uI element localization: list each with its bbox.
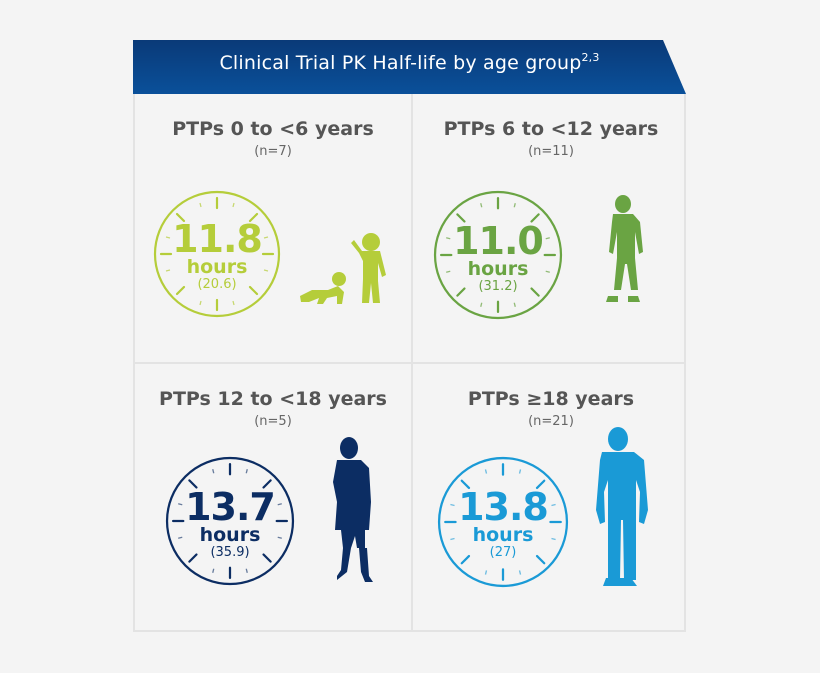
clock-face-icon	[433, 190, 563, 320]
age-group-grid: PTPs 0 to <6 years (n=7) 11.8	[133, 94, 686, 632]
banner-shape	[133, 40, 686, 94]
toddler-and-baby-icon	[300, 233, 386, 304]
page-title: Clinical Trial PK Half-life by age group…	[133, 52, 686, 74]
half-life-value: 11.0	[453, 219, 544, 263]
divider-horizontal	[135, 362, 684, 364]
half-life-value: 13.7	[185, 485, 276, 529]
child-icon	[606, 195, 643, 302]
adult-icon	[596, 427, 648, 586]
group-title: PTPs 6 to <12 years	[443, 118, 659, 140]
group-n: (n=11)	[528, 144, 574, 159]
title-text: Clinical Trial PK Half-life by age group	[219, 52, 582, 74]
half-life-cv: (20.6)	[197, 277, 237, 292]
title-banner: Clinical Trial PK Half-life by age group…	[133, 40, 686, 94]
clock-icon: 13.8 hours (27)	[437, 456, 569, 588]
half-life-unit: hours	[186, 256, 248, 278]
group-n: (n=5)	[254, 414, 292, 429]
group-cell-6-12: PTPs 6 to <12 years (n=11) 11	[413, 94, 689, 362]
clock-icon: 11.8 hours (20.6)	[153, 190, 281, 318]
half-life-value: 13.8	[458, 485, 549, 529]
half-life-unit: hours	[199, 524, 261, 546]
title-superscript: 2,3	[581, 51, 600, 64]
group-title: PTPs 12 to <18 years	[159, 388, 387, 410]
teenager-icon	[333, 437, 373, 582]
half-life-unit: hours	[467, 258, 529, 280]
group-n: (n=7)	[254, 144, 292, 159]
group-title: PTPs 0 to <6 years	[172, 118, 374, 140]
half-life-cv: (31.2)	[478, 279, 518, 294]
group-cell-18-plus: PTPs ≥18 years (n=21) 13.8	[413, 364, 689, 632]
half-life-cv: (27)	[489, 545, 517, 560]
clock-icon: 13.7 hours (35.9)	[165, 456, 295, 586]
clock-face-icon	[165, 456, 295, 586]
clock-icon: 11.0 hours (31.2)	[433, 190, 563, 320]
half-life-unit: hours	[472, 524, 534, 546]
group-cell-0-6: PTPs 0 to <6 years (n=7) 11.8	[135, 94, 411, 362]
half-life-value: 11.8	[172, 217, 263, 261]
group-n: (n=21)	[528, 414, 574, 429]
clock-face-icon	[153, 190, 281, 318]
group-cell-12-18: PTPs 12 to <18 years (n=5) 13	[135, 364, 411, 632]
clock-face-icon	[437, 456, 569, 588]
half-life-cv: (35.9)	[210, 545, 250, 560]
group-title: PTPs ≥18 years	[467, 388, 635, 410]
